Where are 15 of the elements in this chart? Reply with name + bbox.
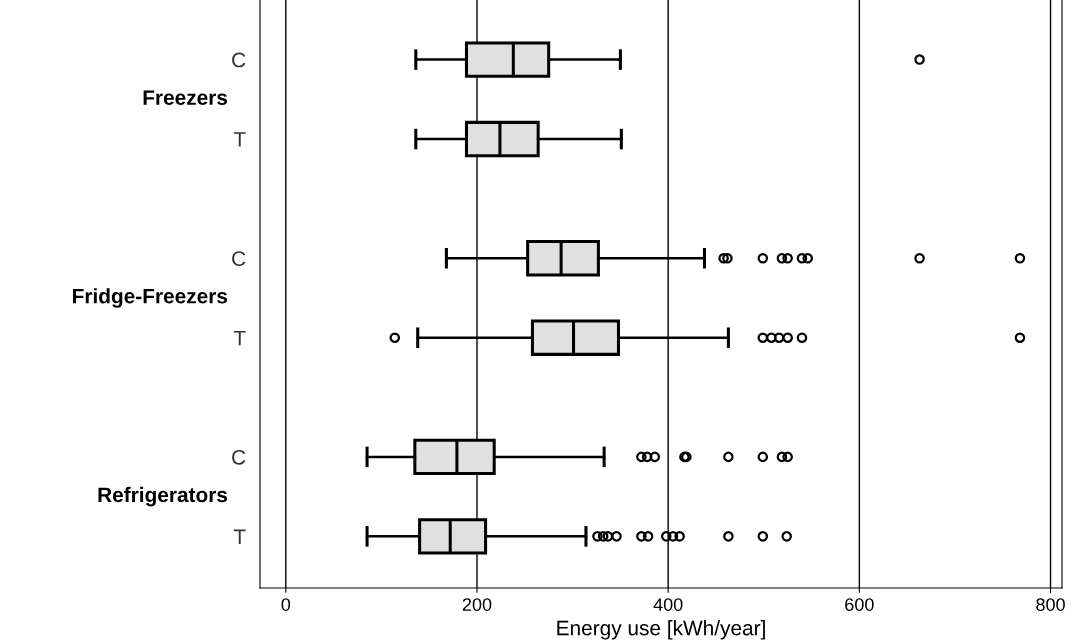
text: Fridge-Freezers xyxy=(73,288,228,308)
x-tick-label: 0 xyxy=(281,598,291,611)
y-tick-label: C xyxy=(232,251,246,266)
x-axis-title: Energy use [kWh/year] xyxy=(557,620,765,640)
x-tick-label: 400 xyxy=(653,598,683,611)
y-tick-label: T xyxy=(233,529,246,544)
x-tick-label: 600 xyxy=(845,598,874,611)
y-tick-label: C xyxy=(232,52,246,68)
text: Refrigerators xyxy=(98,486,228,507)
y-tick-label: C xyxy=(232,449,246,465)
y-tick-label: T xyxy=(233,330,246,346)
text: Freezers xyxy=(143,90,228,105)
x-tick-label: 800 xyxy=(1036,598,1065,611)
x-tick-label: 200 xyxy=(462,598,492,611)
y-tick-label: T xyxy=(233,132,246,147)
